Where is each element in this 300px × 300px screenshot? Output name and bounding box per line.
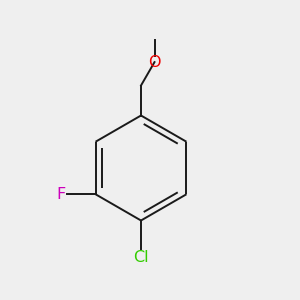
Text: F: F bbox=[57, 187, 66, 202]
Text: Cl: Cl bbox=[133, 250, 149, 265]
Text: O: O bbox=[148, 55, 161, 70]
